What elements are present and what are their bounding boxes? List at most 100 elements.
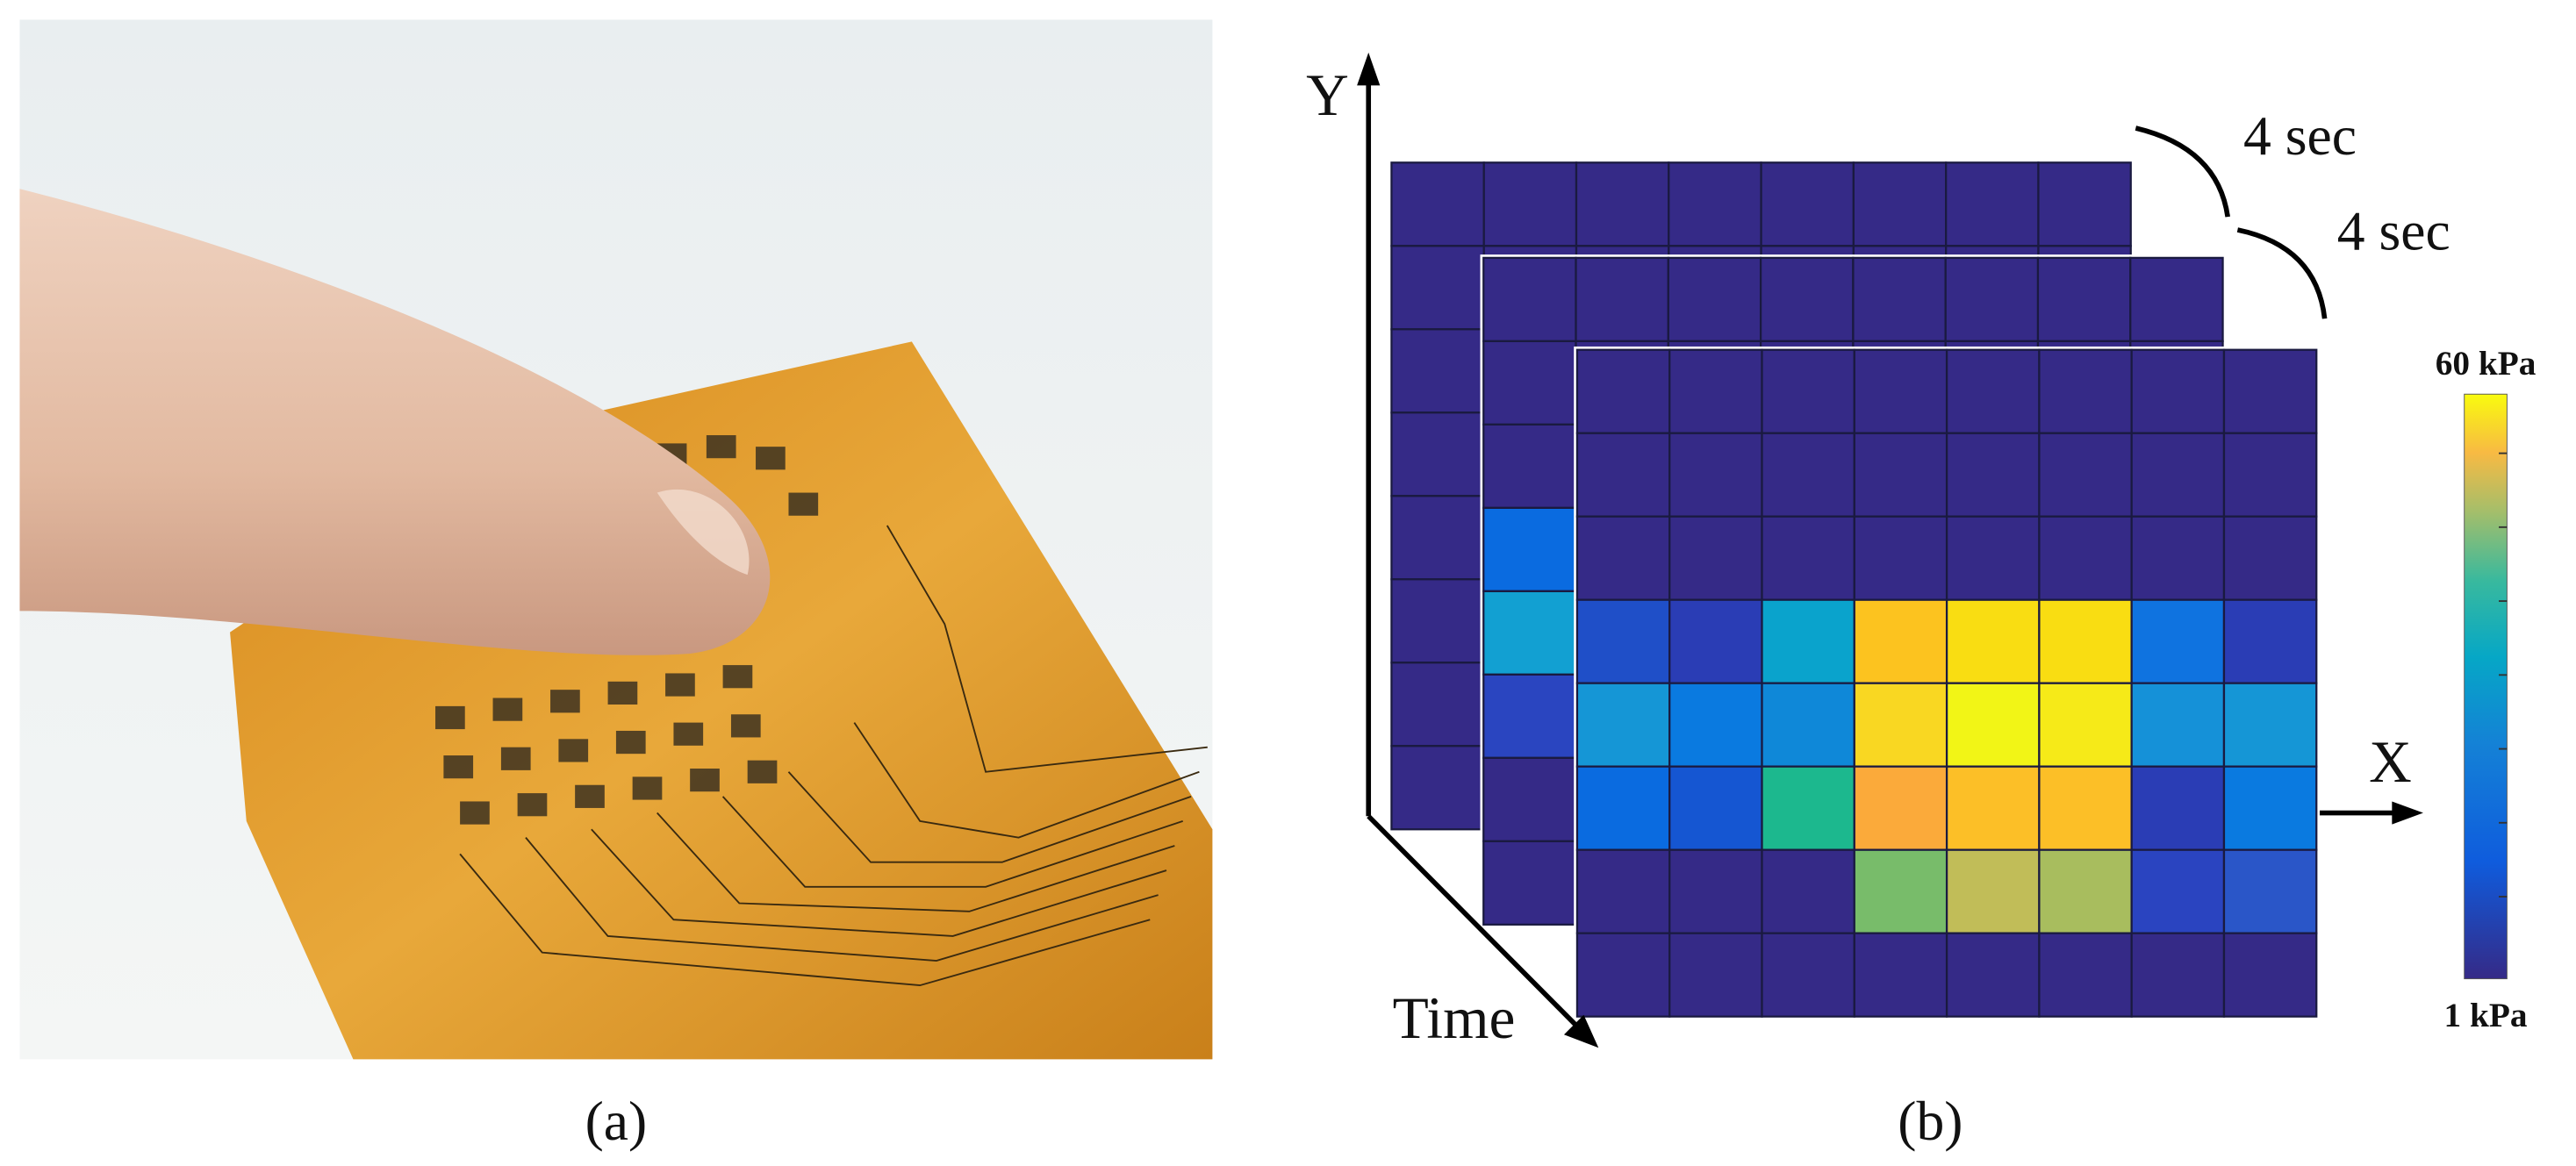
interval-arc — [2236, 227, 2328, 319]
heatmap-cell — [2130, 765, 2226, 851]
heatmap-cell — [1853, 515, 1948, 601]
heatmap-cell — [1482, 506, 1577, 592]
finger — [19, 189, 771, 655]
fingernail — [657, 489, 750, 576]
heatmap-cell — [1945, 515, 2041, 601]
heatmap-cell — [1390, 161, 1485, 247]
heatmap-cell — [2222, 848, 2318, 934]
heatmap-cell — [2222, 932, 2318, 1018]
heatmap-cell — [1390, 745, 1485, 831]
heatmap-cell — [1853, 598, 1948, 684]
heatmap-cell — [2130, 682, 2226, 768]
heatmap-cell — [1761, 598, 1855, 684]
heatmap-cell — [1390, 578, 1485, 664]
heatmap-cell — [1668, 432, 1763, 518]
heatmap-cell — [1575, 256, 1669, 342]
heatmap-cell — [1668, 932, 1763, 1018]
heatmap-cell — [2036, 256, 2132, 342]
interval-arc — [2135, 125, 2230, 218]
traces — [459, 525, 1208, 987]
axis-label: Y — [1306, 62, 1349, 128]
heatmap-cell — [1761, 765, 1855, 851]
heatmap-cell — [1482, 673, 1577, 759]
heatmap-cell — [1853, 765, 1948, 851]
heatmap-cell — [1761, 515, 1855, 601]
heatmap-cell — [1575, 682, 1671, 768]
heatmap-cell — [1853, 682, 1948, 768]
interval-label: 4 sec — [2243, 104, 2357, 167]
heatmap-cell — [2222, 348, 2318, 434]
heatmap-cell — [1482, 590, 1577, 676]
heatmap-cell — [2130, 515, 2226, 601]
colorbar-min-label: 1 kPa — [2444, 996, 2528, 1034]
heatmap-cell — [1944, 256, 2040, 342]
heatmap-cell — [1761, 932, 1855, 1018]
heatmap-cell — [2037, 161, 2132, 247]
heatmap-cell — [1668, 765, 1763, 851]
heatmap-cell — [1945, 765, 2041, 851]
heatmap-cell — [2038, 682, 2133, 768]
heatmap-stack — [1388, 159, 2320, 1020]
arrow-head — [1357, 52, 1381, 86]
frame-front — [1574, 346, 2320, 1020]
colorbar-ticks — [2499, 452, 2508, 898]
heatmap-cell — [2130, 598, 2226, 684]
heatmap-cell — [1668, 598, 1763, 684]
heatmap-cell — [1853, 932, 1948, 1018]
heatmap-cell — [1945, 682, 2041, 768]
colorbar-max-label: 60 kPa — [2436, 344, 2537, 383]
heatmap-cell — [1945, 432, 2041, 518]
heatmap-cell — [1575, 932, 1671, 1018]
heatmap-cell — [1945, 932, 2041, 1018]
heatmap-cell — [1575, 348, 1671, 434]
colorbar — [2464, 393, 2508, 980]
heatmap-cell — [1390, 245, 1485, 331]
arrow-head — [1563, 1014, 1599, 1048]
interval-label: 4 sec — [2337, 200, 2450, 262]
heatmap-cell — [1482, 840, 1577, 926]
arrow-head — [2392, 801, 2423, 825]
time-axis — [1367, 814, 1582, 1032]
heatmap-cell — [1390, 411, 1485, 497]
heatmap-cell — [1575, 432, 1671, 518]
heatmap-cell — [1668, 848, 1763, 934]
heatmap-cell — [1668, 348, 1763, 434]
heatmap-cell — [1482, 161, 1578, 247]
heatmap-cell — [1575, 161, 1670, 247]
heatmap-cell — [1390, 495, 1485, 581]
panel-label: (a) — [585, 1090, 648, 1152]
panel-label: (b) — [1898, 1090, 1962, 1152]
heatmap-cell — [1761, 348, 1855, 434]
heatmap-cell — [1575, 765, 1671, 851]
heatmap-cell — [1760, 161, 1855, 247]
heatmap-cell — [1390, 328, 1485, 414]
heatmap-cell — [1761, 682, 1855, 768]
axis-label: Time — [1393, 985, 1516, 1051]
axis-label: X — [2369, 729, 2412, 795]
heatmap-cell — [1668, 515, 1763, 601]
heatmap-cell — [1945, 598, 2041, 684]
heatmap-cell — [2038, 765, 2133, 851]
heatmap-cell — [1390, 662, 1485, 748]
heatmap-cell — [1482, 256, 1577, 342]
heatmap-cell — [1759, 256, 1855, 342]
heatmap-cell — [2222, 515, 2318, 601]
heatmap-cell — [2130, 348, 2226, 434]
heatmap-cell — [1945, 348, 2041, 434]
heatmap-cell — [2038, 348, 2133, 434]
heatmap-cell — [2222, 765, 2318, 851]
heatmap-cell — [1482, 340, 1577, 426]
heatmap-cell — [2222, 682, 2318, 768]
heatmap-cell — [2038, 515, 2133, 601]
heatmap-cell — [1668, 682, 1763, 768]
heatmap-cell — [2222, 432, 2318, 518]
heatmap-cell — [2130, 432, 2226, 518]
heatmap-cell — [2038, 848, 2133, 934]
heatmap-cell — [2130, 848, 2226, 934]
heatmap-cell — [1853, 848, 1948, 934]
sensor-array — [435, 435, 819, 825]
heatmap-cell — [1945, 161, 2040, 247]
heatmap-cell — [2038, 432, 2133, 518]
heatmap-cell — [1853, 432, 1948, 518]
